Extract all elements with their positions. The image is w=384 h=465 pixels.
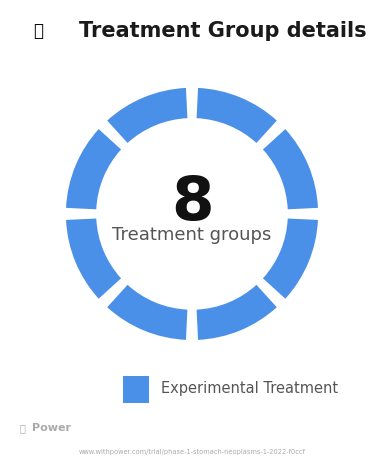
Wedge shape — [107, 88, 187, 143]
Text: 8: 8 — [171, 174, 213, 233]
Text: ⏻: ⏻ — [20, 423, 25, 433]
Text: www.withpower.com/trial/phase-1-stomach-neoplasms-1-2022-f0ccf: www.withpower.com/trial/phase-1-stomach-… — [79, 449, 305, 455]
Wedge shape — [107, 285, 187, 340]
Wedge shape — [66, 129, 121, 209]
Wedge shape — [197, 88, 277, 143]
Wedge shape — [66, 219, 121, 299]
Wedge shape — [263, 129, 318, 209]
Wedge shape — [263, 219, 318, 299]
FancyBboxPatch shape — [123, 376, 149, 403]
Wedge shape — [197, 285, 277, 340]
Text: Treatment Group details: Treatment Group details — [79, 21, 367, 41]
Text: Power: Power — [32, 423, 71, 433]
Text: Experimental Treatment: Experimental Treatment — [161, 381, 338, 396]
Text: Treatment groups: Treatment groups — [112, 226, 272, 244]
Text: 👥: 👥 — [33, 22, 43, 40]
